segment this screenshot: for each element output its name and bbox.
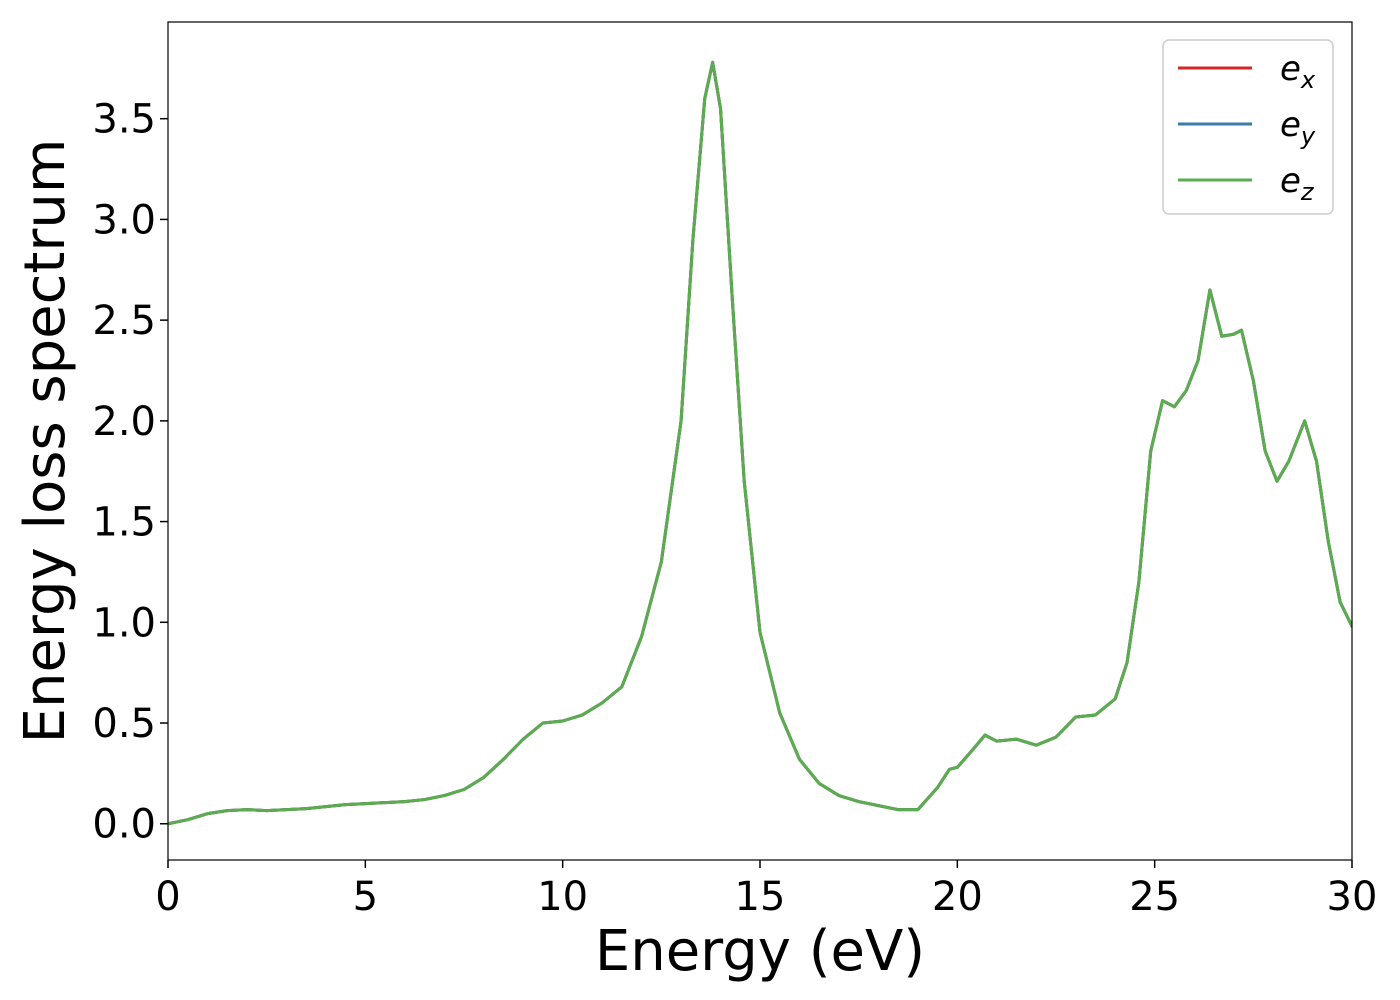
- y-tick-label: 2.5: [92, 298, 156, 344]
- y-tick-label: 0.0: [92, 802, 156, 848]
- y-tick-label: 3.0: [92, 197, 156, 243]
- y-axis-label: Energy loss spectrum: [13, 139, 78, 744]
- x-tick-label: 0: [155, 874, 180, 920]
- legend-label-y: ey: [1280, 105, 1316, 150]
- x-axis-label: Energy (eV): [595, 919, 925, 984]
- x-tick-label: 5: [353, 874, 378, 920]
- y-tick-label: 3.5: [92, 97, 156, 143]
- x-axis-ticks: 0 5 10 15 20 25 30: [155, 860, 1377, 920]
- x-tick-label: 20: [932, 874, 983, 920]
- legend-label-z: ez: [1280, 161, 1315, 206]
- y-tick-label: 1.0: [92, 600, 156, 646]
- x-tick-label: 25: [1129, 874, 1180, 920]
- y-tick-label: 1.5: [92, 500, 156, 546]
- y-axis-ticks: 0.0 0.5 1.0 1.5 2.0 2.5 3.0 3.5: [92, 97, 168, 848]
- x-tick-label: 15: [735, 874, 786, 920]
- y-tick-label: 2.0: [92, 399, 156, 445]
- series-layer: [168, 60, 1352, 826]
- x-tick-label: 10: [537, 874, 588, 920]
- y-tick-label: 0.5: [92, 701, 156, 747]
- x-tick-label: 30: [1327, 874, 1378, 920]
- legend-label-x: ex: [1280, 49, 1316, 94]
- series-line-e-z: [168, 60, 1352, 826]
- legend-box: [1162, 39, 1334, 215]
- legend: ex ey ez: [1162, 39, 1334, 215]
